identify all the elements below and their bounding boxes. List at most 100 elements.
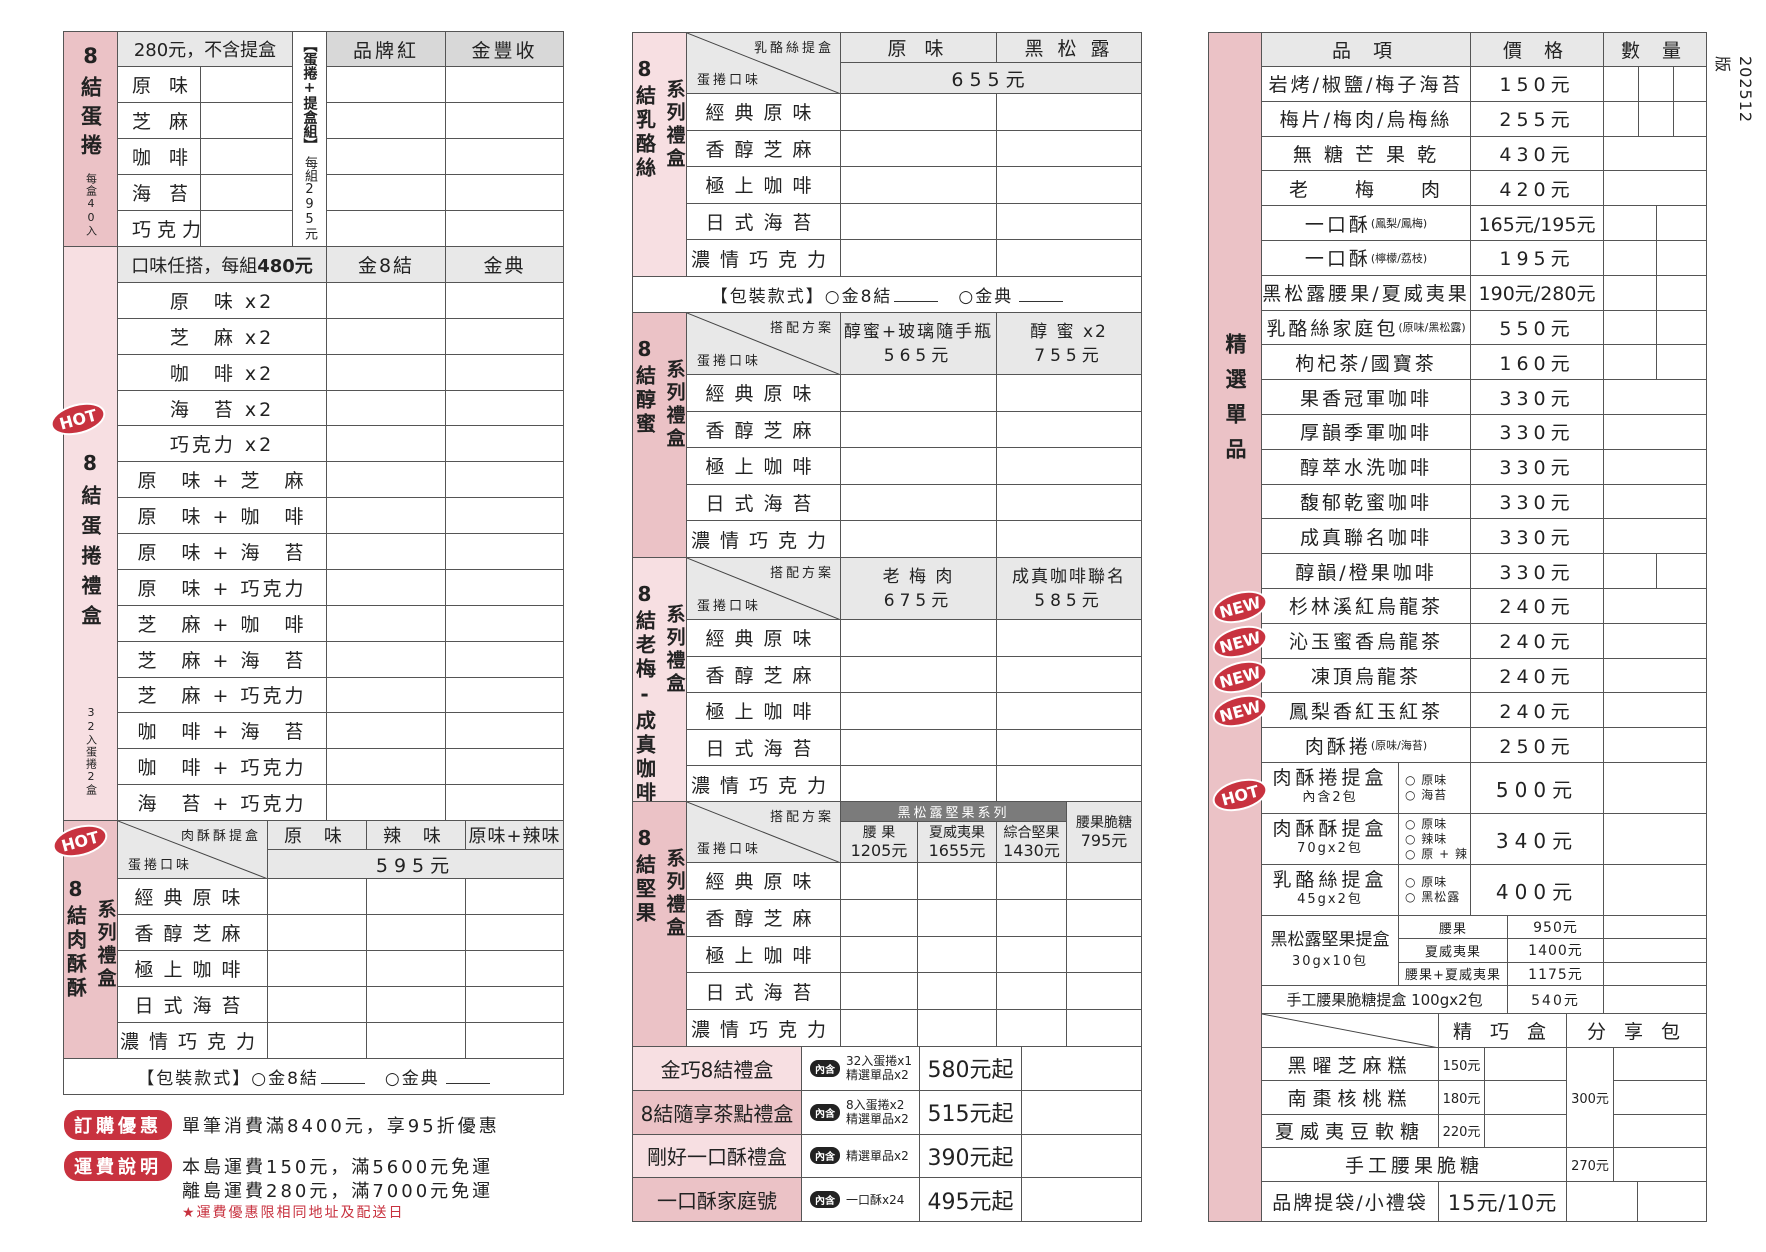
blank-line[interactable] <box>1019 287 1064 302</box>
quantity-cell[interactable] <box>917 935 997 974</box>
quantity-cell[interactable] <box>1603 518 1707 555</box>
quantity-cell[interactable] <box>1066 862 1142 900</box>
quantity-cell[interactable] <box>1603 727 1707 763</box>
quantity-cell[interactable] <box>1603 985 1707 1014</box>
quantity-cell[interactable] <box>840 520 997 558</box>
quantity-cell[interactable] <box>1656 344 1707 381</box>
quantity-cell[interactable] <box>1603 588 1707 624</box>
quantity-cell[interactable] <box>445 568 564 606</box>
quantity-cell[interactable] <box>1603 205 1657 241</box>
quantity-cell[interactable] <box>267 950 367 987</box>
quantity-cell[interactable] <box>1603 344 1657 381</box>
quantity-cell[interactable] <box>445 138 564 175</box>
quantity-cell[interactable] <box>1021 1177 1142 1222</box>
quantity-cell[interactable] <box>1613 1047 1707 1082</box>
quantity-cell[interactable] <box>917 972 997 1011</box>
quantity-cell[interactable] <box>445 676 564 714</box>
quantity-cell[interactable] <box>366 1022 466 1059</box>
quantity-cell[interactable] <box>326 353 446 391</box>
quantity-cell[interactable] <box>445 317 564 355</box>
quantity-cell[interactable] <box>1603 657 1707 694</box>
quantity-cell[interactable] <box>465 878 564 915</box>
quantity-cell[interactable] <box>1021 1133 1142 1179</box>
quantity-cell[interactable] <box>1066 1009 1142 1047</box>
quantity-cell[interactable] <box>1603 938 1707 963</box>
quantity-cell[interactable] <box>1603 448 1707 485</box>
quantity-cell[interactable] <box>1656 205 1707 241</box>
quantity-cell[interactable] <box>1603 309 1657 346</box>
quantity-cell[interactable] <box>840 483 997 522</box>
quantity-cell[interactable] <box>366 986 466 1023</box>
quantity-cell[interactable] <box>917 862 997 900</box>
quantity-cell[interactable] <box>1603 915 1707 940</box>
quantity-cell[interactable] <box>1603 274 1657 311</box>
quantity-cell[interactable] <box>840 898 918 937</box>
quantity-cell[interactable] <box>996 765 1142 803</box>
quantity-cell[interactable] <box>996 972 1067 1011</box>
quantity-cell[interactable] <box>840 93 997 131</box>
quantity-cell[interactable] <box>1066 898 1142 937</box>
quantity-cell[interactable] <box>917 898 997 937</box>
quantity-cell[interactable] <box>1603 692 1707 729</box>
quantity-cell[interactable] <box>840 239 997 277</box>
quantity-cell[interactable] <box>200 102 293 139</box>
quantity-cell[interactable] <box>445 174 564 211</box>
quantity-cell[interactable] <box>366 878 466 915</box>
quantity-cell[interactable] <box>326 174 446 211</box>
quantity-cell[interactable] <box>1603 483 1707 520</box>
quantity-cell[interactable] <box>326 210 446 247</box>
quantity-cell[interactable] <box>445 389 564 427</box>
quantity-cell[interactable] <box>326 138 446 175</box>
quantity-cell[interactable] <box>996 692 1142 730</box>
quantity-cell[interactable] <box>445 461 564 499</box>
quantity-cell[interactable] <box>1603 240 1657 276</box>
quantity-cell[interactable] <box>326 282 446 319</box>
quantity-cell[interactable] <box>1613 1113 1707 1148</box>
quantity-cell[interactable] <box>326 425 446 463</box>
quantity-cell[interactable] <box>1603 813 1707 865</box>
quantity-cell[interactable] <box>996 129 1142 168</box>
quantity-cell[interactable] <box>996 93 1142 131</box>
quantity-cell[interactable] <box>840 1009 918 1047</box>
quantity-cell[interactable] <box>996 483 1142 522</box>
quantity-cell[interactable] <box>840 862 918 900</box>
quantity-cell[interactable] <box>996 447 1142 485</box>
quantity-cell[interactable] <box>1603 414 1707 450</box>
quantity-cell[interactable] <box>200 174 293 211</box>
quantity-cell[interactable] <box>445 102 564 139</box>
quantity-cell[interactable] <box>326 102 446 139</box>
quantity-cell[interactable] <box>840 374 997 412</box>
quantity-cell[interactable] <box>840 202 997 241</box>
quantity-cell[interactable] <box>1603 553 1657 589</box>
quantity-cell[interactable] <box>267 986 367 1023</box>
quantity-cell[interactable] <box>996 239 1142 277</box>
quantity-cell[interactable] <box>1021 1046 1142 1091</box>
quantity-cell[interactable] <box>1066 972 1142 1011</box>
quantity-cell[interactable] <box>996 166 1142 204</box>
quantity-cell[interactable] <box>326 604 446 642</box>
quantity-cell[interactable] <box>465 1022 564 1059</box>
quantity-cell[interactable] <box>326 66 446 103</box>
quantity-cell[interactable] <box>996 655 1142 694</box>
quantity-cell[interactable] <box>996 1009 1067 1047</box>
quantity-cell[interactable] <box>465 950 564 987</box>
quantity-cell[interactable] <box>326 784 446 821</box>
quantity-cell[interactable] <box>1484 1113 1567 1148</box>
quantity-cell[interactable] <box>326 640 446 678</box>
quantity-cell[interactable] <box>1656 553 1707 589</box>
quantity-cell[interactable] <box>1603 66 1639 102</box>
quantity-cell[interactable] <box>996 935 1067 974</box>
quantity-cell[interactable] <box>1603 864 1707 916</box>
quantity-cell[interactable] <box>1613 1080 1707 1115</box>
quantity-cell[interactable] <box>1484 1047 1567 1082</box>
quantity-cell[interactable] <box>445 640 564 678</box>
quantity-cell[interactable] <box>445 210 564 247</box>
quantity-cell[interactable] <box>267 914 367 951</box>
quantity-cell[interactable] <box>996 410 1142 449</box>
blank-line[interactable] <box>894 287 939 302</box>
quantity-cell[interactable] <box>840 129 997 168</box>
quantity-cell[interactable] <box>1603 100 1639 137</box>
quantity-cell[interactable] <box>1656 274 1707 311</box>
blank-line[interactable] <box>445 1069 490 1084</box>
quantity-cell[interactable] <box>267 878 367 915</box>
